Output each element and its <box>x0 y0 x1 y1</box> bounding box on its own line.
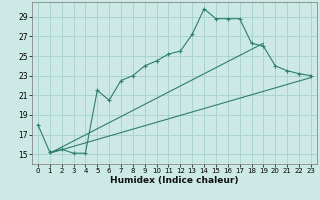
X-axis label: Humidex (Indice chaleur): Humidex (Indice chaleur) <box>110 176 239 185</box>
